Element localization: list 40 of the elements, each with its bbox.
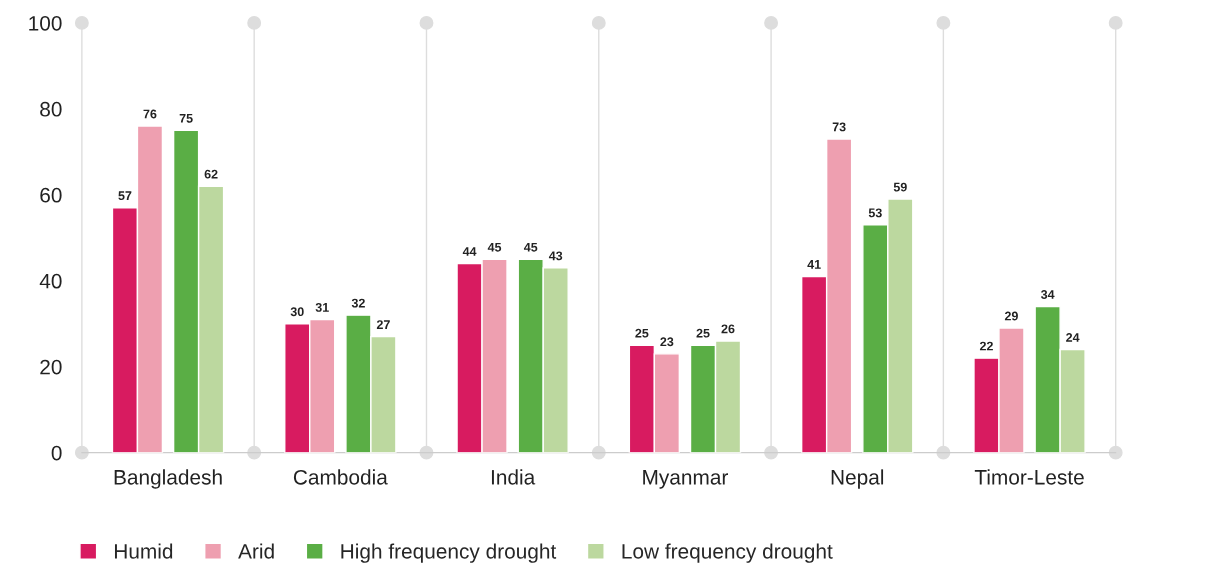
data-label: 45 <box>487 242 502 252</box>
data-label: 75 <box>179 114 193 123</box>
data-label: 22 <box>979 341 993 351</box>
data-label: 62 <box>204 169 218 179</box>
data-label: 41 <box>807 260 821 269</box>
legend-label: Low frequency drought <box>622 543 833 563</box>
legend-label: Arid <box>238 543 274 559</box>
x-tick-label: Timor-Leste <box>974 469 1084 485</box>
x-tick-label: India <box>491 469 536 485</box>
data-label: 32 <box>351 298 365 308</box>
data-label: 34 <box>1040 290 1055 299</box>
x-tick-label: Bangladesh <box>114 469 222 489</box>
data-label: 44 <box>462 247 477 256</box>
data-label: 23 <box>660 337 674 347</box>
data-label: 26 <box>721 324 735 334</box>
data-label: 53 <box>868 208 882 218</box>
data-label: 76 <box>143 109 157 119</box>
data-label: 30 <box>290 307 304 317</box>
data-label: 25 <box>696 328 710 338</box>
data-label: 59 <box>893 182 907 192</box>
data-label: 27 <box>376 320 390 329</box>
data-label: 57 <box>118 191 132 201</box>
data-label: 73 <box>832 122 846 132</box>
data-label: 45 <box>523 242 538 252</box>
x-tick-label: Cambodia <box>293 469 388 485</box>
data-label: 29 <box>1004 311 1018 321</box>
y-tick-label: 60 <box>40 187 62 203</box>
legend-label: High frequency drought <box>341 543 557 563</box>
y-tick-label: 0 <box>51 445 62 461</box>
data-label: 25 <box>635 328 649 338</box>
y-tick-label: 80 <box>40 101 62 117</box>
data-label: 43 <box>548 251 563 261</box>
y-tick-label: 100 <box>29 15 62 31</box>
legend-label: Humid <box>114 543 173 559</box>
y-tick-label: 20 <box>40 359 62 375</box>
x-tick-label: Myanmar <box>643 470 728 489</box>
data-label: 31 <box>315 302 329 312</box>
y-tick-label: 40 <box>39 273 62 289</box>
x-tick-label: Nepal <box>831 469 884 489</box>
data-label: 24 <box>1066 333 1080 342</box>
